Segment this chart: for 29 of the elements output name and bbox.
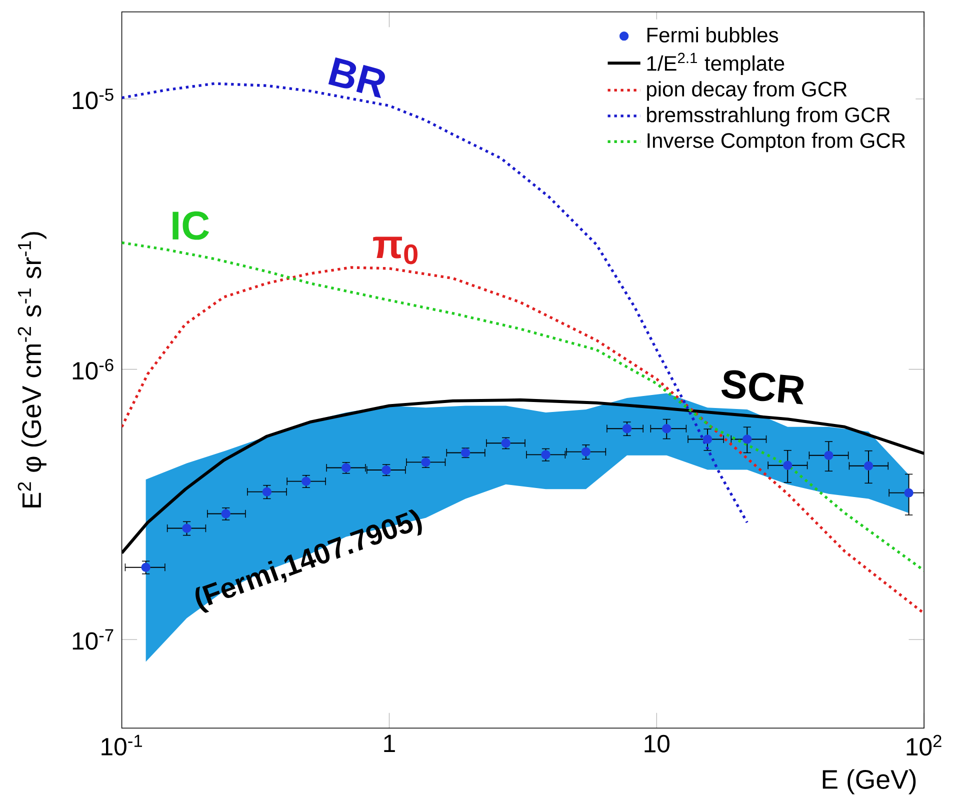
annotation: BR [328, 57, 385, 98]
y-tick-label: 10$^{-7}$ [72, 629, 114, 650]
point [262, 487, 272, 496]
x-tick-label: 10$^{-1}$ [102, 734, 142, 756]
y-tick-label: 10$^{-5}$ [72, 88, 114, 110]
x-tick-label: 1 [384, 734, 395, 752]
y-tick-label: 10$^{-6}$ [72, 358, 114, 380]
x-tick-label: 10 [644, 734, 670, 752]
point [783, 460, 792, 470]
point [182, 524, 192, 533]
text: E$^{2}$ φ (GeV cm$^{-2}$ s$^{-1}$ sr$^{-1}$) [18, 232, 46, 508]
x-axis-title: E (GeV) [822, 769, 916, 794]
legend-label: 1/E$^{2.1}$ template [647, 52, 784, 75]
annotation: IC [172, 211, 210, 240]
point [622, 424, 632, 434]
point [581, 447, 591, 456]
x-tick-label: 10$^{2}$ [906, 734, 942, 756]
annotation: SCR [721, 370, 804, 404]
point [824, 450, 834, 460]
point [864, 461, 874, 470]
legend-label: pion decay from GCR [647, 81, 847, 101]
annotation: π$_{0}$ [373, 236, 418, 264]
point [904, 488, 914, 498]
point [702, 434, 712, 444]
point [662, 424, 672, 434]
legend-label: Inverse Compton from GCR [648, 132, 906, 152]
point [742, 434, 752, 444]
legend-label: Fermi bubbles [647, 27, 778, 42]
legend-label: bremsstrahlung from GCR [647, 106, 890, 126]
